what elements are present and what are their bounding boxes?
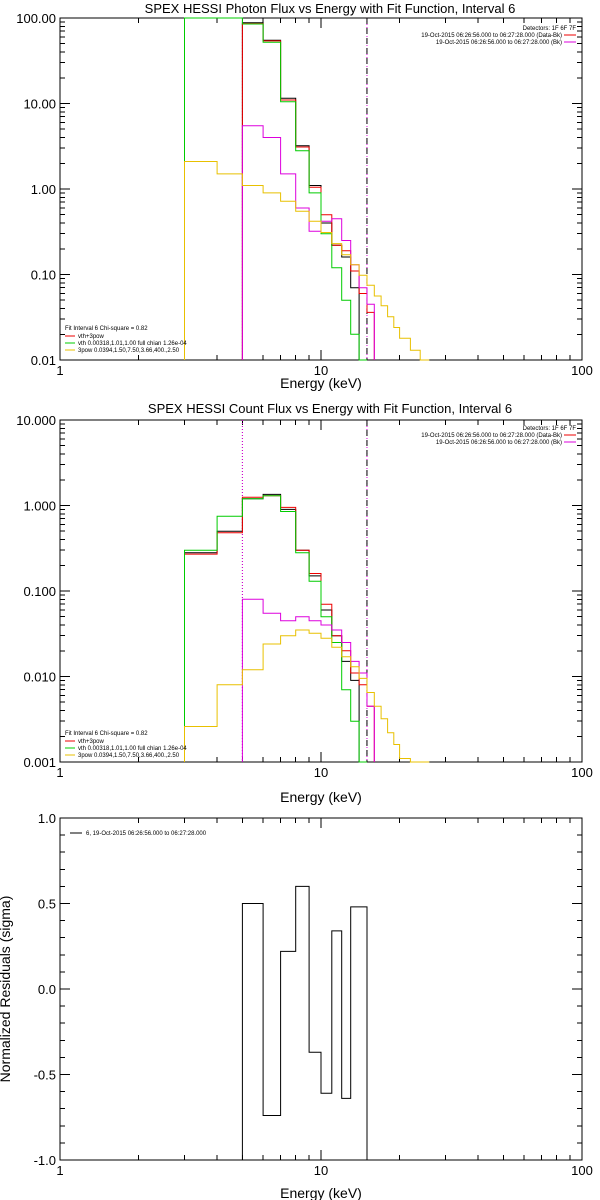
legend-item: 6, 19-Oct-2015 06:26:56.000 to 06:27:28.… xyxy=(86,831,207,837)
count-flux-xlabel: Energy (keV) xyxy=(280,789,362,805)
photon-flux-fit-stat: Fit Interval 6 Chi-square = 0.82 xyxy=(65,326,148,332)
y-tick-label: 0.0 xyxy=(38,982,56,997)
series-histogram xyxy=(184,17,367,361)
legend-item: 3pow 0.0394,1.50,7.50,3.66,400.,2.50 xyxy=(78,348,180,354)
x-tick-label: 100 xyxy=(571,363,593,378)
detectors-label: Detectors: 1F 6F 7F xyxy=(523,426,577,432)
series-histogram xyxy=(241,598,375,762)
residuals-ticks: 1 10 100 -1.0 -0.5 0.0 0.5 1.0 xyxy=(34,811,593,1178)
interval-data-bk: 19-Oct-2015 06:26:56.000 to 06:27:28.000… xyxy=(421,33,562,39)
y-tick-label: -1.0 xyxy=(34,1153,56,1168)
photon-flux-panel: SPEX HESSI Photon Flux vs Energy with Fi… xyxy=(16,1,593,391)
y-tick-label: 10.000 xyxy=(16,413,56,428)
legend-item: vth 0.00318,1.01,1.00 full chian 1.26e-0… xyxy=(78,341,187,347)
residuals-plot-frame xyxy=(59,817,583,1161)
x-tick-label: 10 xyxy=(314,1163,328,1178)
count-flux-legend: Fit Interval 6 Chi-square = 0.82 vth+3po… xyxy=(65,426,576,759)
series-histogram xyxy=(241,22,360,360)
x-tick-label: 1 xyxy=(56,765,63,780)
y-tick-label: 0.5 xyxy=(38,897,56,912)
residuals-panel: 1 10 100 -1.0 -0.5 0.0 0.5 1.0 Energy (keV) Nor… xyxy=(0,811,593,1200)
y-tick-label: 0.001 xyxy=(23,755,56,770)
y-tick-label: -0.5 xyxy=(34,1068,56,1083)
y-tick-label: 100.00 xyxy=(16,11,56,26)
interval-bk: 19-Oct-2015 06:26:56.000 to 06:27:28.000… xyxy=(436,40,562,46)
residuals-xlabel: Energy (keV) xyxy=(280,1185,362,1200)
series-histogram xyxy=(184,161,430,361)
photon-flux-legend: Fit Interval 6 Chi-square = 0.82 vth+3po… xyxy=(65,26,576,354)
legend-item: vth 0.00318,1.01,1.00 full chian 1.26e-0… xyxy=(78,746,187,752)
x-tick-label: 1 xyxy=(56,1163,63,1178)
y-tick-label: 0.010 xyxy=(23,670,56,685)
x-tick-label: 100 xyxy=(571,1163,593,1178)
x-tick-label: 1 xyxy=(56,363,63,378)
x-tick-label: 10 xyxy=(314,765,328,780)
x-tick-label: 100 xyxy=(571,765,593,780)
count-flux-series xyxy=(184,420,430,763)
count-flux-title: SPEX HESSI Count Flux vs Energy with Fit… xyxy=(148,401,512,416)
detectors-label: Detectors: 1F 6F 7F xyxy=(523,26,577,32)
legend-item: 3pow 0.0394,1.50,7.50,3.66,400.,2.50 xyxy=(78,753,180,759)
residuals-series xyxy=(241,885,368,1160)
photon-flux-xlabel: Energy (keV) xyxy=(280,375,362,391)
series-histogram xyxy=(241,23,375,360)
photon-flux-ticks: 1 10 100 0.01 0.10 1.00 10.00 100.00 xyxy=(16,11,593,378)
interval-bk: 19-Oct-2015 06:26:56.000 to 06:27:28.000… xyxy=(436,440,562,446)
y-tick-label: 0.10 xyxy=(31,268,56,283)
series-histogram xyxy=(184,495,375,762)
y-tick-label: 1.000 xyxy=(23,499,56,514)
series-histogram xyxy=(241,125,375,360)
y-tick-label: 10.00 xyxy=(23,97,56,112)
residuals-ylabel: Normalized Residuals (sigma) xyxy=(0,896,13,1083)
series-histogram xyxy=(241,885,368,1160)
y-tick-label: 0.01 xyxy=(31,353,56,368)
y-tick-label: 1.00 xyxy=(31,182,56,197)
count-flux-fit-stat: Fit Interval 6 Chi-square = 0.82 xyxy=(65,731,148,737)
photon-flux-title: SPEX HESSI Photon Flux vs Energy with Fi… xyxy=(145,1,516,16)
series-histogram xyxy=(184,493,360,762)
legend-item: vth+3pow xyxy=(78,739,105,745)
y-tick-label: 0.100 xyxy=(23,584,56,599)
count-flux-panel: SPEX HESSI Count Flux vs Energy with Fit… xyxy=(16,401,593,805)
photon-flux-series xyxy=(184,17,430,361)
x-tick-label: 10 xyxy=(314,363,328,378)
series-histogram xyxy=(184,495,367,763)
series-histogram xyxy=(184,629,430,763)
y-tick-label: 1.0 xyxy=(38,811,56,826)
interval-data-bk: 19-Oct-2015 06:26:56.000 to 06:27:28.000… xyxy=(421,433,562,439)
residuals-legend: 6, 19-Oct-2015 06:26:56.000 to 06:27:28.… xyxy=(70,831,207,837)
legend-item: vth+3pow xyxy=(78,334,105,340)
count-flux-ticks: 1 10 100 0.001 0.010 0.100 1.000 10.000 xyxy=(16,413,593,780)
